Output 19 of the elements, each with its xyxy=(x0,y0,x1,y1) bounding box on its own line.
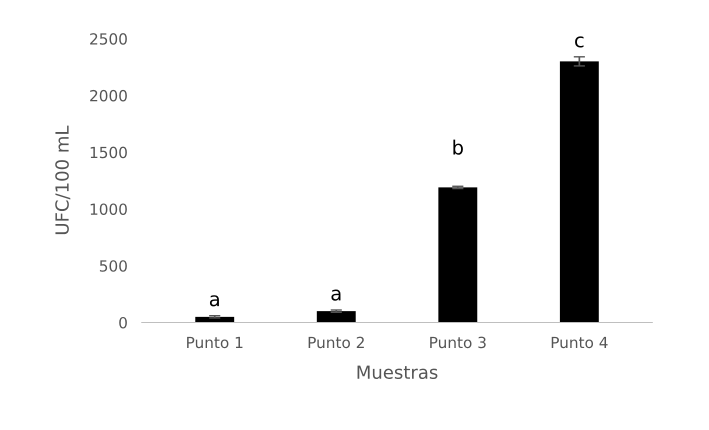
y-tick-label: 0 xyxy=(119,316,127,329)
y-tick-label: 1500 xyxy=(90,146,127,158)
y-tick-label: 500 xyxy=(100,260,127,272)
x-tick-label: Punto 2 xyxy=(308,336,364,348)
annotation: a xyxy=(331,290,340,301)
x-tick-label: Punto 3 xyxy=(430,336,486,348)
annotation: a xyxy=(210,295,219,306)
y-tick-label: 2000 xyxy=(90,90,127,102)
bar xyxy=(316,311,356,322)
x-tick-label: Punto 4 xyxy=(552,336,608,348)
bar xyxy=(438,187,478,322)
x-axis-title: Muestras xyxy=(358,366,438,380)
bar xyxy=(560,61,599,322)
x-tick-label: Punto 1 xyxy=(187,336,242,348)
y-tick-label: 2500 xyxy=(90,33,127,45)
y-axis-title: UFC/100 mL xyxy=(55,126,70,234)
y-tick-label: 1000 xyxy=(90,203,127,215)
annotation: c xyxy=(575,36,584,48)
annotation: b xyxy=(453,140,463,155)
